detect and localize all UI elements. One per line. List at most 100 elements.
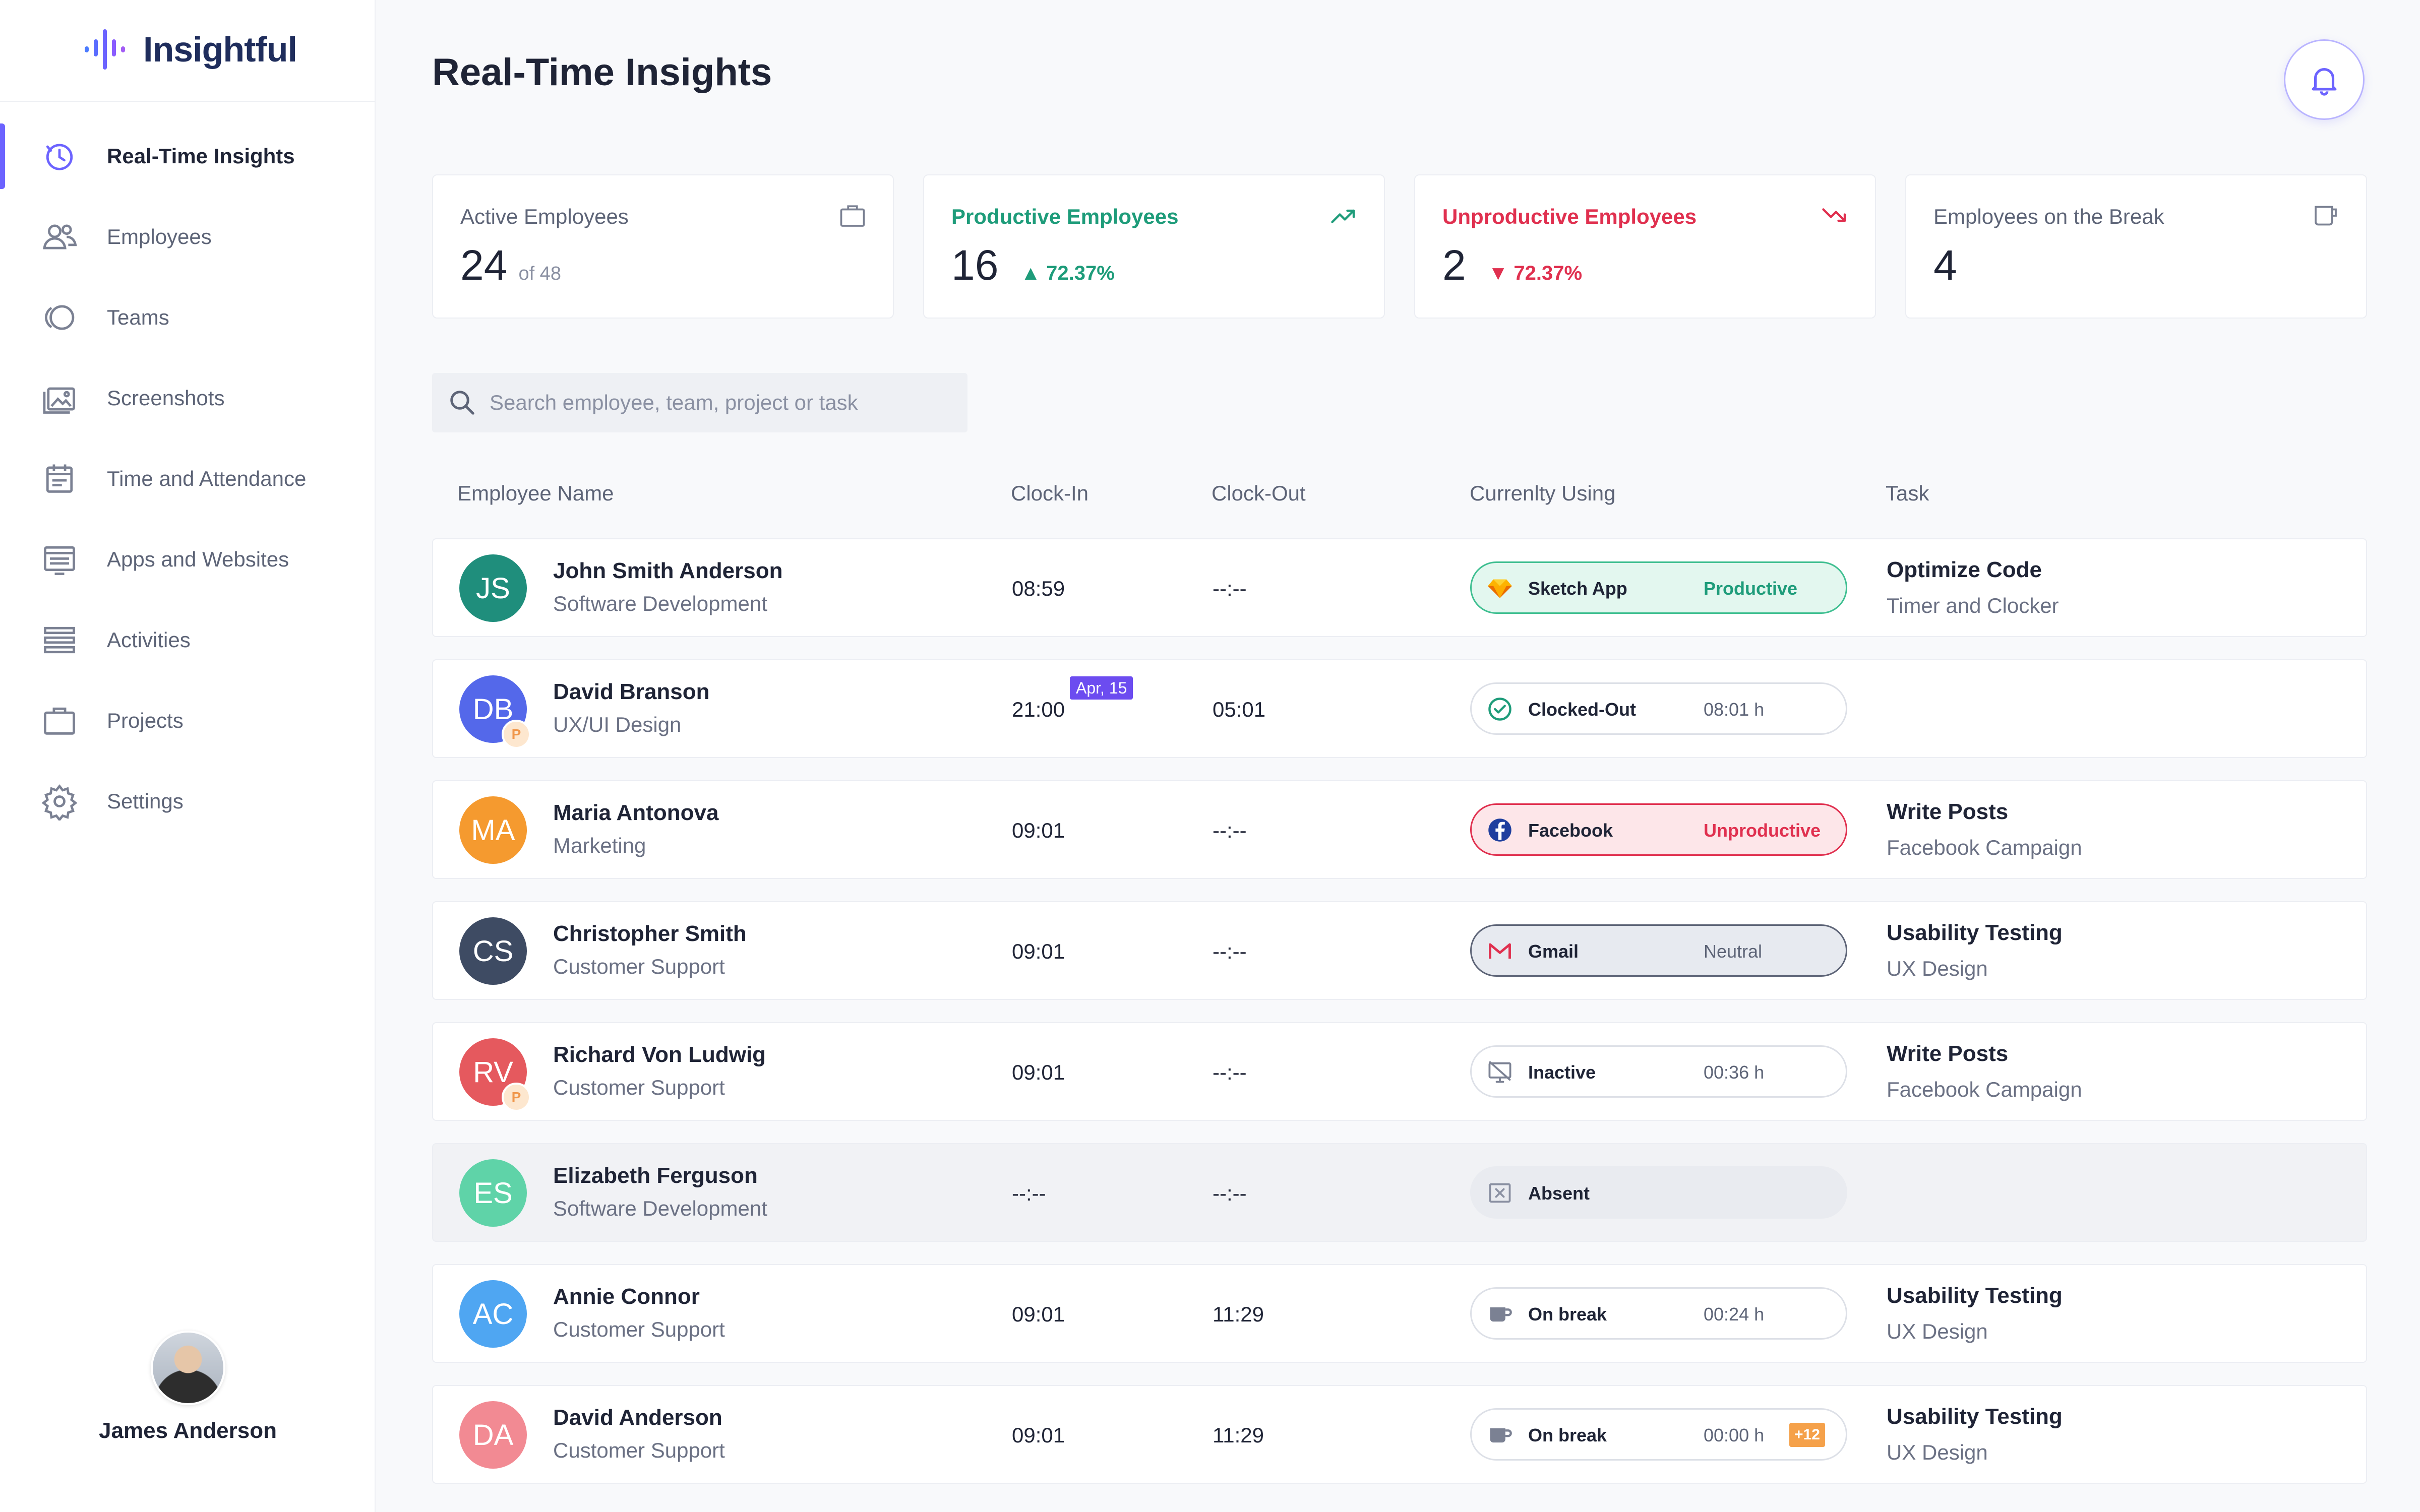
status-meta: 00:00 h [1704,1425,1765,1445]
stat-value-row: 24 of 48 [460,241,561,290]
coffee-cup-icon [2311,201,2341,231]
status-app-name: On break [1528,1425,1607,1445]
stat-trend: ▲ 72.37% [1020,262,1115,284]
app-window-icon [39,539,80,580]
gmail-icon [1487,938,1513,964]
status-meta: 00:36 h [1704,1062,1765,1083]
status-app-name: Gmail [1528,941,1579,962]
status-pill[interactable]: Clocked-Out 08:01 h [1470,682,1847,735]
sidebar-item-settings[interactable]: Settings [0,761,376,842]
column-header-clock-out[interactable]: Clock-Out [1212,481,1306,505]
sidebar-item-time-and-attendance[interactable]: Time and Attendance [0,438,376,519]
table-row[interactable]: DB P David Branson UX/UI Design 21:00 Ap… [432,659,2367,758]
search-icon [450,391,474,415]
stat-label: Employees on the Break [1933,205,2164,228]
column-header-task[interactable]: Task [1886,481,1929,505]
sidebar-item-teams[interactable]: Teams [0,277,376,358]
current-user[interactable]: James Anderson [0,1331,376,1443]
clock-out-time: --:-- [1213,939,1247,963]
column-header-clock-in[interactable]: Clock-In [1011,481,1089,505]
avatar: ES [459,1159,527,1227]
status-pill[interactable]: Gmail Neutral [1470,924,1847,977]
stat-value: 4 [1933,241,1957,289]
inactive-screen-icon [1487,1059,1513,1085]
status-app-name: On break [1528,1304,1607,1325]
avatar: DA [459,1401,527,1469]
status-pill[interactable]: Facebook Unproductive [1470,803,1847,856]
sidebar-item-projects[interactable]: Projects [0,680,376,761]
sidebar-divider [0,101,376,102]
search-input[interactable] [489,390,944,415]
clock-in-time: 21:00 [1012,698,1065,721]
status-pill[interactable]: Inactive 00:36 h [1470,1045,1847,1098]
stats-row: Active Employees 24 of 48 Productive Emp… [432,174,2367,319]
employee-department: Customer Support [553,1317,725,1341]
page-title: Real-Time Insights [432,51,772,94]
table-row[interactable]: ES Elizabeth Ferguson Software Developme… [432,1143,2367,1242]
task-title: Usability Testing [1887,1283,2063,1308]
avatar[interactable] [150,1331,225,1405]
employee-department: Customer Support [553,1076,725,1099]
stat-card-employees-on-break[interactable]: Employees on the Break 4 [1905,174,2367,319]
stat-card-active-employees[interactable]: Active Employees 24 of 48 [432,174,894,319]
table-row[interactable]: DA David Anderson Customer Support 09:01… [432,1385,2367,1484]
table-row[interactable]: AC Annie Connor Customer Support 09:01 1… [432,1264,2367,1363]
table-row[interactable]: RV P Richard Von Ludwig Customer Support… [432,1022,2367,1121]
task-project: Facebook Campaign [1887,1078,2082,1101]
column-header-employee-name[interactable]: Employee Name [457,481,614,505]
sidebar-item-label: Real-Time Insights [107,144,295,168]
stat-value: 2 [1442,241,1466,289]
status-pill[interactable]: Absent [1470,1166,1847,1219]
logo[interactable]: Insightful [81,24,297,75]
clock-in-time: 09:01 [1012,818,1065,842]
clock-in-time: 09:01 [1012,1302,1065,1326]
notifications-button[interactable] [2284,39,2365,120]
stat-card-productive-employees[interactable]: Productive Employees 16 ▲ 72.37% [923,174,1385,319]
stat-card-unproductive-employees[interactable]: Unproductive Employees 2 ▼ 72.37% [1414,174,1876,319]
table-row[interactable]: CS Christopher Smith Customer Support 09… [432,901,2367,1000]
status-pill[interactable]: On break 00:00 h +12 [1470,1408,1847,1461]
stat-value: 24 [460,241,508,289]
employee-department: Software Development [553,1196,767,1220]
sidebar-item-label: Teams [107,305,169,329]
sidebar-item-real-time-insights[interactable]: Real-Time Insights [0,116,376,197]
sidebar-item-apps-and-websites[interactable]: Apps and Websites [0,519,376,600]
stat-label: Productive Employees [951,205,1179,228]
status-app-name: Facebook [1528,820,1613,841]
stat-label: Active Employees [460,205,629,228]
user-name: James Anderson [99,1418,277,1443]
briefcase-icon [837,201,868,231]
status-app-name: Sketch App [1528,578,1627,599]
sidebar-item-label: Employees [107,225,212,248]
sidebar-item-employees[interactable]: Employees [0,197,376,277]
extra-count-badge[interactable]: +12 [1789,1423,1825,1447]
status-app-name: Clocked-Out [1528,699,1637,720]
avatar: JS [459,554,527,622]
facebook-icon [1487,817,1513,843]
employee-name: David Anderson [553,1405,722,1430]
clock-in-time: 09:01 [1012,1423,1065,1447]
clock-in-time: 09:01 [1012,1060,1065,1084]
clock-out-time: 05:01 [1213,698,1266,721]
clock-in-time: --:-- [1012,1181,1046,1205]
sidebar-item-activities[interactable]: Activities [0,600,376,680]
column-header-currently-using[interactable]: Currenlty Using [1470,481,1616,505]
employee-name: Maria Antonova [553,800,719,825]
table-header: Employee Name Clock-In Clock-Out Currenl… [432,481,2367,517]
employee-table: JS John Smith Anderson Software Developm… [432,538,2367,1506]
employee-name: John Smith Anderson [553,558,783,583]
search-box[interactable] [432,373,967,432]
sidebar-item-label: Settings [107,789,184,813]
employee-name: Christopher Smith [553,921,747,946]
employee-name: David Branson [553,679,710,704]
status-pill[interactable]: On break 00:24 h [1470,1287,1847,1340]
sidebar-item-screenshots[interactable]: Screenshots [0,358,376,438]
clock-out-time: 11:29 [1213,1302,1264,1326]
logo-text: Insightful [143,30,297,69]
status-pill[interactable]: Sketch App Productive [1470,561,1847,614]
sidebar: Insightful Real-Time Insights [0,0,376,1512]
table-row[interactable]: JS John Smith Anderson Software Developm… [432,538,2367,637]
table-row[interactable]: MA Maria Antonova Marketing 09:01 --:-- … [432,780,2367,879]
stat-label: Unproductive Employees [1442,205,1697,228]
sidebar-item-label: Screenshots [107,386,225,410]
